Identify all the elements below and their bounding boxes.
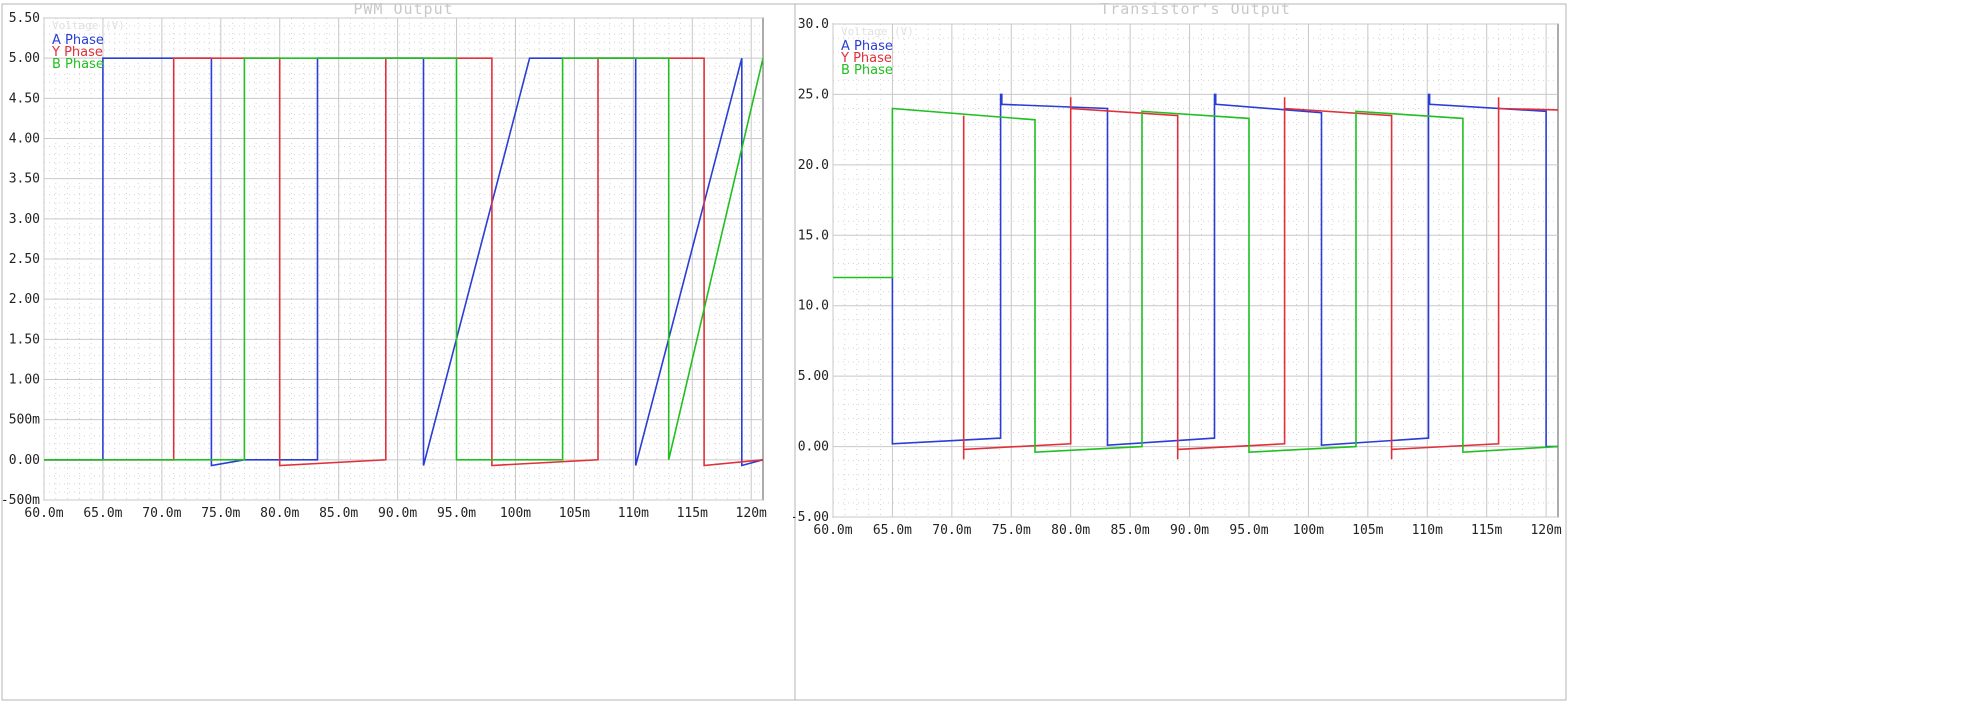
y-tick-label: 25.0 xyxy=(798,87,829,102)
x-tick-label: 65.0m xyxy=(83,506,122,521)
x-tick-label: 120m xyxy=(1530,523,1561,538)
x-tick-label: 65.0m xyxy=(873,523,912,538)
y-tick-label: 3.50 xyxy=(9,172,40,187)
x-tick-label: 110m xyxy=(618,506,649,521)
x-tick-label: 115m xyxy=(677,506,708,521)
x-tick-label: 105m xyxy=(1352,523,1383,538)
x-tick-label: 95.0m xyxy=(1229,523,1268,538)
x-tick-label: 70.0m xyxy=(142,506,181,521)
x-tick-label: 100m xyxy=(1293,523,1324,538)
legend-entry: Y Phase xyxy=(840,51,892,66)
y-tick-label: 10.0 xyxy=(798,299,829,314)
y-tick-label: 3.00 xyxy=(9,212,40,227)
y-tick-label: 5.00 xyxy=(798,369,829,384)
x-tick-label: 80.0m xyxy=(1051,523,1090,538)
legend-entry: A Phase xyxy=(841,39,893,54)
y-tick-label: 4.00 xyxy=(9,132,40,147)
y-tick-label: 500m xyxy=(9,413,40,428)
y-tick-label: 2.00 xyxy=(9,292,40,307)
y-tick-label: 1.00 xyxy=(9,373,40,388)
legend-entry: B Phase xyxy=(841,63,893,78)
x-tick-label: 100m xyxy=(500,506,531,521)
x-tick-label: 110m xyxy=(1412,523,1443,538)
y-tick-label: 0.00 xyxy=(9,453,40,468)
y-axis-ghost-label: Voltage (V) xyxy=(52,19,125,32)
y-tick-label: 0.00 xyxy=(798,440,829,455)
x-tick-label: 60.0m xyxy=(24,506,63,521)
x-tick-label: 115m xyxy=(1471,523,1502,538)
y-tick-label: -5.00 xyxy=(793,510,829,525)
series-line-b-phase xyxy=(44,57,764,461)
series-line-a-phase xyxy=(891,93,1558,448)
x-tick-label: 90.0m xyxy=(378,506,417,521)
plot-area xyxy=(832,23,1559,518)
y-axis-ghost-label: Voltage (V) xyxy=(841,25,914,38)
y-tick-label: -500m xyxy=(1,493,40,508)
x-tick-label: 70.0m xyxy=(932,523,971,538)
x-tick-label: 120m xyxy=(736,506,767,521)
x-tick-label: 95.0m xyxy=(437,506,476,521)
x-tick-label: 75.0m xyxy=(201,506,240,521)
y-tick-label: 5.50 xyxy=(9,11,40,26)
y-tick-label: 30.0 xyxy=(798,17,829,32)
transistor-output-chart: Transistor's Output Voltage (V) 60.0m 65.0m… xyxy=(793,0,1567,701)
series-line-y-phase xyxy=(962,97,1559,460)
transistor-output-chart-panel: Transistor's Output Voltage (V) 60.0m 65.0m… xyxy=(793,0,1970,713)
x-tick-label: 85.0m xyxy=(1111,523,1150,538)
legend-entry: A Phase xyxy=(52,33,104,48)
chart-title: Transistor's Output xyxy=(1100,0,1291,18)
series-line-b-phase xyxy=(833,107,1559,454)
y-tick-label: 1.50 xyxy=(9,332,40,347)
y-tick-label: 15.0 xyxy=(798,228,829,243)
x-tick-label: 105m xyxy=(559,506,590,521)
x-tick-label: 60.0m xyxy=(813,523,852,538)
y-tick-label: 2.50 xyxy=(9,252,40,267)
x-tick-label: 75.0m xyxy=(992,523,1031,538)
x-tick-label: 80.0m xyxy=(260,506,299,521)
y-tick-label: 20.0 xyxy=(798,158,829,173)
legend-entry: Y Phase xyxy=(51,45,103,60)
y-tick-label: 5.00 xyxy=(9,51,40,66)
legend-entry: B Phase xyxy=(52,57,104,72)
y-tick-label: 4.50 xyxy=(9,91,40,106)
x-tick-label: 90.0m xyxy=(1170,523,1209,538)
x-tick-label: 85.0m xyxy=(319,506,358,521)
chart-title: PWM Output xyxy=(353,0,453,18)
